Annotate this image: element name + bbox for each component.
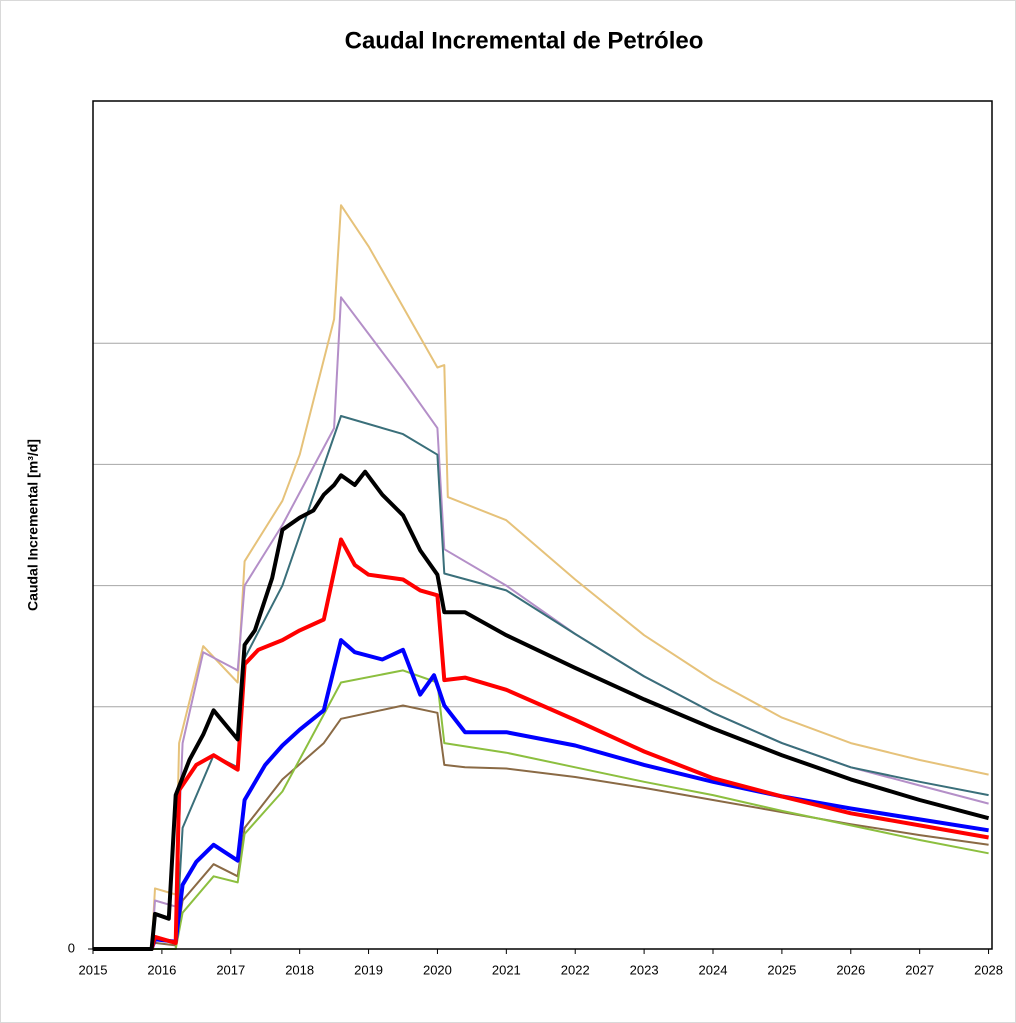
x-tick-label: 2021 [492,962,521,977]
y-tick-label: 0 [68,940,75,955]
x-tick-label: 2027 [905,962,934,977]
series-line [93,469,990,951]
x-tick-label: 2026 [836,962,865,977]
series-line [93,638,989,951]
x-tick-label: 2023 [630,962,659,977]
x-tick-label: 2016 [147,962,176,977]
x-tick-label: 2015 [79,962,108,977]
x-tick-label: 2025 [767,962,796,977]
series-line [93,415,989,950]
chart-title: Caudal Incremental de Petróleo [345,27,704,54]
x-tick-label: 2028 [974,962,1003,977]
series-line [93,537,989,951]
x-tick-label: 2018 [285,962,314,977]
series-line [93,669,989,950]
y-axis-label: Caudal Incremental [m³/d] [25,439,41,611]
x-tick-label: 2019 [354,962,383,977]
series-line [93,204,989,950]
plot-frame [92,100,993,950]
x-tick-label: 2017 [216,962,245,977]
x-tick-label: 2024 [699,962,728,977]
x-tick-label: 2020 [423,962,452,977]
x-tick-label: 2022 [561,962,590,977]
